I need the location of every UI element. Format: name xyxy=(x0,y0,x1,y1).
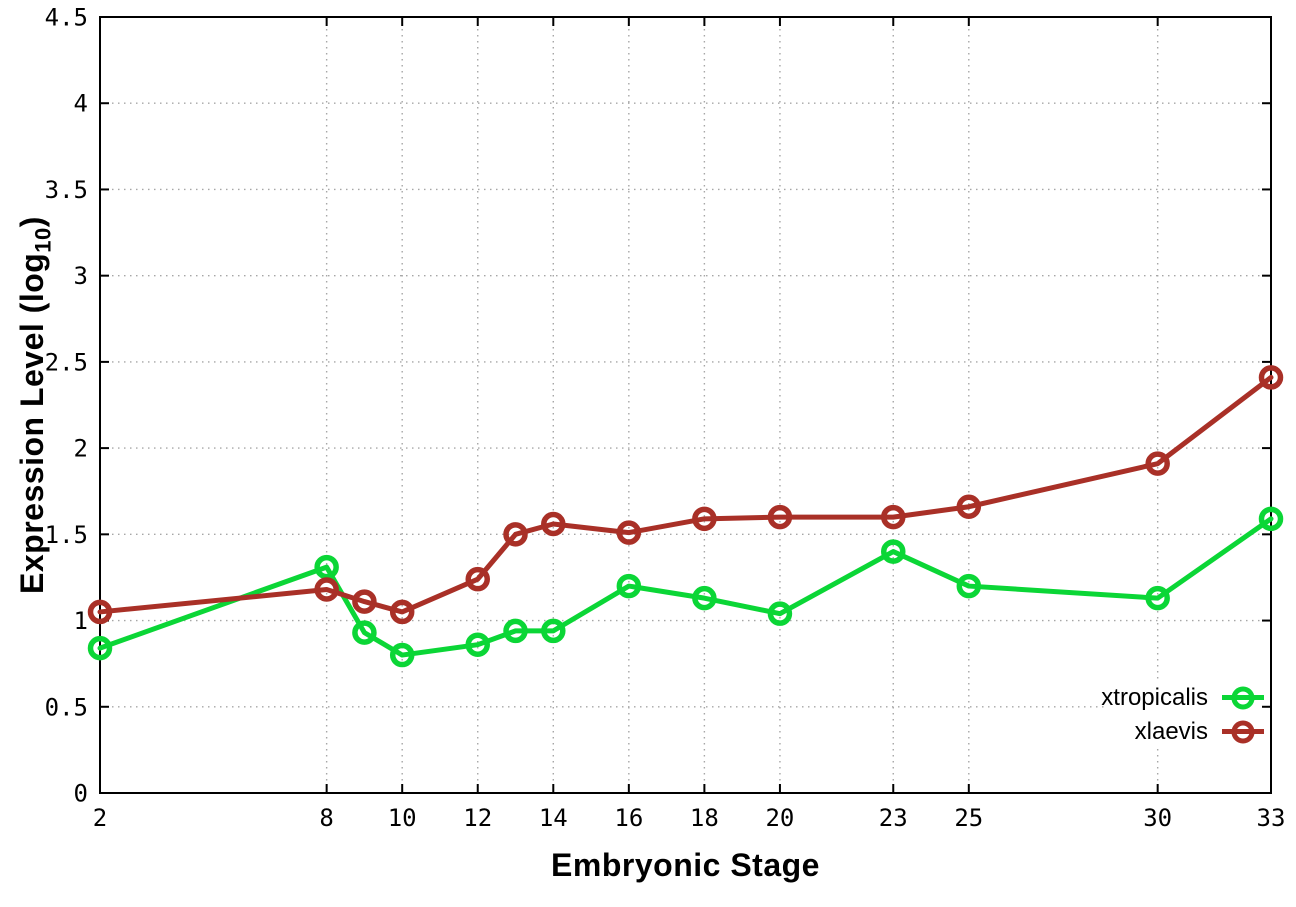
legend-item-xtropicalis: xtropicalis xyxy=(1101,684,1264,711)
x-tick-label: 16 xyxy=(614,804,643,832)
y-tick-label: 3 xyxy=(74,262,88,290)
y-axis-title: Expression Level (log10) xyxy=(12,0,56,817)
x-tick-label: 2 xyxy=(93,804,107,832)
data-point-xlaevis-16 xyxy=(616,520,642,545)
y-axis-title-text: Expression Level (log xyxy=(14,252,50,594)
x-axis-title: Embryonic Stage xyxy=(551,847,820,883)
data-point-xlaevis-14 xyxy=(541,511,566,537)
x-tick-label: 25 xyxy=(954,804,983,832)
data-point-xtropicalis-23 xyxy=(881,539,906,564)
x-tick-label: 12 xyxy=(463,804,492,832)
legend-label-xtropicalis: xtropicalis xyxy=(1101,683,1208,711)
y-tick-label: 4 xyxy=(74,90,88,118)
open-circle-icon xyxy=(1231,686,1255,709)
data-point-xlaevis-8 xyxy=(314,577,339,602)
y-axis-title-subscript: 10 xyxy=(30,227,56,253)
y-tick-label: 3.5 xyxy=(45,176,88,204)
y-tick-label: 1.5 xyxy=(45,521,88,549)
data-point-xlaevis-20 xyxy=(767,504,793,530)
data-point-xlaevis-18 xyxy=(692,506,717,532)
data-point-xlaevis-2 xyxy=(87,599,113,625)
y-tick-label: 4.5 xyxy=(45,4,88,32)
y-tick-label: 0 xyxy=(74,780,88,808)
data-point-xtropicalis-10 xyxy=(389,642,415,668)
data-point-xtropicalis-8 xyxy=(314,554,339,580)
data-point-xlaevis-13 xyxy=(503,522,528,547)
data-point-xtropicalis-20 xyxy=(767,601,793,626)
y-tick-label: 1 xyxy=(74,607,88,635)
legend: xtropicalis xlaevis xyxy=(1101,684,1264,745)
grid-lines xyxy=(100,17,1271,793)
data-point-xlaevis-25 xyxy=(956,494,982,519)
data-point-xlaevis-30 xyxy=(1145,451,1170,476)
axis-ticks xyxy=(99,16,1272,794)
tick-labels: 2 8 10 12 14 16 18 20 23 25 30 33 0 0.5 1 1.5 2 2.5 3 3.5 4 4… xyxy=(45,4,1286,833)
data-point-xlaevis-10 xyxy=(389,599,415,625)
series-xlaevis-line xyxy=(97,374,1274,615)
data-point-xtropicalis-16 xyxy=(616,573,642,599)
series-xtropicalis xyxy=(87,506,1284,668)
data-point-xlaevis-9 xyxy=(352,589,377,614)
y-tick-label: 2.5 xyxy=(45,348,88,376)
x-tick-label: 30 xyxy=(1143,804,1172,832)
plot-border xyxy=(99,16,1272,794)
data-point-xtropicalis-25 xyxy=(956,573,982,599)
data-point-xlaevis-33 xyxy=(1258,365,1284,390)
y-tick-label: 0.5 xyxy=(45,693,88,721)
x-tick-label: 14 xyxy=(539,804,568,832)
data-point-xtropicalis-2 xyxy=(87,635,113,661)
x-tick-label: 20 xyxy=(765,804,794,832)
x-tick-label: 23 xyxy=(879,804,908,832)
data-point-xtropicalis-9 xyxy=(352,620,377,645)
legend-marker-xtropicalis xyxy=(1222,684,1264,711)
y-tick-label: 2 xyxy=(74,435,88,463)
legend-label-xlaevis: xlaevis xyxy=(1134,717,1208,745)
legend-item-xlaevis: xlaevis xyxy=(1101,718,1264,745)
data-point-xtropicalis-14 xyxy=(541,618,566,644)
x-tick-label: 10 xyxy=(388,804,417,832)
data-point-xtropicalis-33 xyxy=(1258,506,1284,532)
x-tick-label: 8 xyxy=(319,804,333,832)
x-tick-label: 18 xyxy=(690,804,719,832)
y-axis-title-close: ) xyxy=(14,216,50,228)
data-point-xtropicalis-30 xyxy=(1145,585,1170,611)
series-xlaevis xyxy=(87,365,1284,625)
open-circle-icon xyxy=(1231,720,1255,743)
data-point-xtropicalis-12 xyxy=(465,632,490,657)
data-point-xtropicalis-18 xyxy=(692,585,717,611)
series-xtropicalis-line xyxy=(97,516,1274,658)
data-point-xlaevis-23 xyxy=(881,504,906,530)
data-point-xlaevis-12 xyxy=(465,566,490,592)
data-point-xtropicalis-13 xyxy=(503,618,528,644)
x-tick-label: 33 xyxy=(1257,804,1286,832)
legend-marker-xlaevis xyxy=(1222,718,1264,745)
